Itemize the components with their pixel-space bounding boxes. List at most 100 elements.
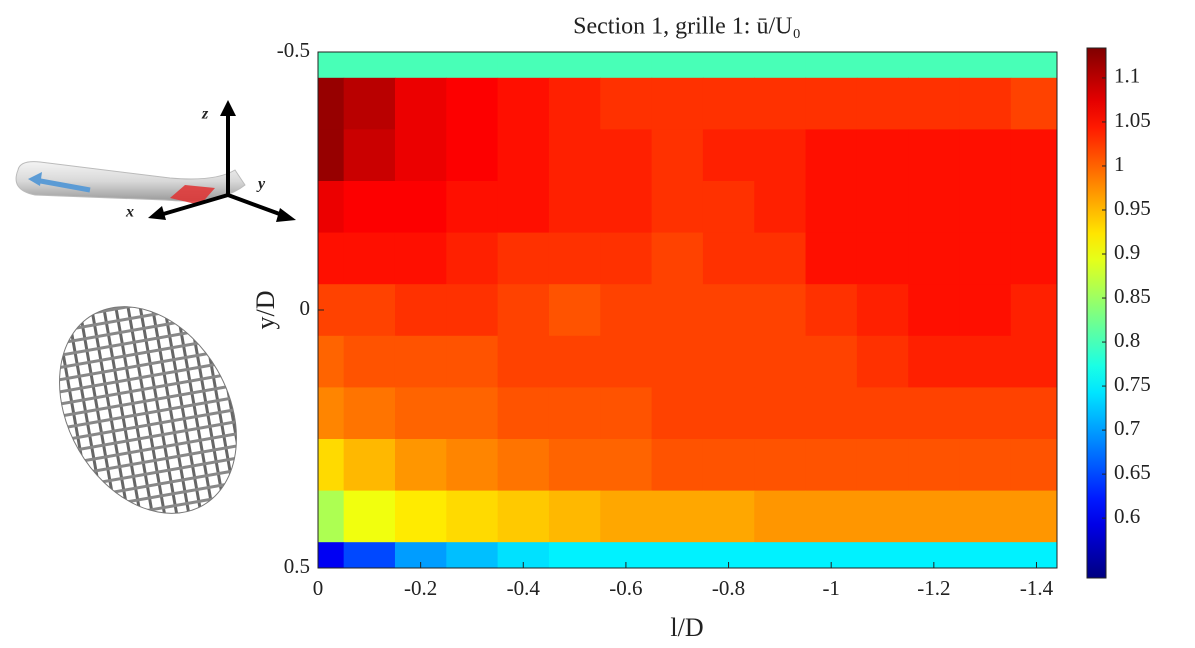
contour-cell (497, 284, 550, 337)
contour-cell (548, 439, 601, 492)
contour-cell (856, 542, 909, 568)
contour-cell (318, 52, 345, 79)
contour-cell (754, 232, 807, 285)
contour-cell (651, 181, 704, 234)
contour-cell (856, 490, 909, 543)
contour-cell (343, 335, 396, 388)
x-tick-label: -0.2 (404, 576, 437, 600)
contour-cell (959, 542, 1012, 568)
contour-cell (856, 387, 909, 440)
contour-cell (600, 439, 653, 492)
contour-cell (394, 439, 447, 492)
contour-cell (1010, 52, 1057, 79)
contour-cell (959, 77, 1012, 130)
contour-cell (754, 335, 807, 388)
x-tick-label: 0 (313, 576, 324, 600)
contour-cell (548, 77, 601, 130)
contour-cell (959, 284, 1012, 337)
contour-cell (702, 439, 755, 492)
contour-cell (959, 335, 1012, 388)
contour-cell (497, 439, 550, 492)
contour-cell (908, 387, 961, 440)
contour-cell (497, 181, 550, 234)
contour-field (318, 52, 1057, 568)
contour-cell (600, 387, 653, 440)
x-axis-label: l/D (670, 613, 703, 642)
contour-cell (702, 387, 755, 440)
contour-cell (908, 284, 961, 337)
contour-cell (394, 129, 447, 182)
x-tick-label: -1.2 (917, 576, 950, 600)
contour-cell (318, 542, 345, 568)
contour-cell (318, 129, 345, 182)
contour-cell (959, 232, 1012, 285)
colorbar-tick-label: 1.05 (1114, 108, 1151, 132)
contour-cell (908, 232, 961, 285)
contour-cell (1010, 387, 1057, 440)
contour-cell (702, 490, 755, 543)
contour-cell (856, 232, 909, 285)
contour-cell (805, 129, 858, 182)
contour-cell (856, 77, 909, 130)
x-tick-label: -0.4 (507, 576, 541, 600)
contour-cell (343, 439, 396, 492)
y-tick-label: 0.5 (284, 554, 310, 578)
contour-cell (702, 335, 755, 388)
contour-cell (394, 284, 447, 337)
contour-cell (318, 181, 345, 234)
contour-cell (548, 542, 601, 568)
contour-cell (856, 129, 909, 182)
contour-cell (497, 52, 550, 79)
contour-cell (1010, 439, 1057, 492)
contour-cell (446, 387, 499, 440)
contour-cell (446, 490, 499, 543)
x-tick-label: -1 (822, 576, 840, 600)
contour-cell (805, 232, 858, 285)
contour-cell (343, 232, 396, 285)
contour-cell (394, 232, 447, 285)
contour-cell (754, 387, 807, 440)
contour-cell (908, 335, 961, 388)
contour-cell (343, 542, 396, 568)
contour-cell (754, 542, 807, 568)
contour-cell (856, 52, 909, 79)
contour-cell (754, 181, 807, 234)
contour-cell (1010, 490, 1057, 543)
contour-cell (497, 129, 550, 182)
contour-cell (446, 232, 499, 285)
contour-cell (856, 181, 909, 234)
contour-cell (959, 52, 1012, 79)
contour-cell (908, 490, 961, 543)
colorbar-tick-label: 0.9 (1114, 240, 1140, 264)
contour-cell (908, 77, 961, 130)
contour-cell (702, 129, 755, 182)
contour-cell (959, 129, 1012, 182)
x-tick-label: -0.8 (712, 576, 745, 600)
contour-cell (651, 77, 704, 130)
contour-cell (497, 490, 550, 543)
contour-cell (1010, 284, 1057, 337)
contour-cell (1010, 181, 1057, 234)
contour-cell (446, 542, 499, 568)
contour-cell (343, 387, 396, 440)
contour-cell (394, 181, 447, 234)
contour-cell (1010, 77, 1057, 130)
contour-cell (754, 284, 807, 337)
contour-cell (805, 490, 858, 543)
contour-cell (318, 335, 345, 388)
contour-cell (548, 335, 601, 388)
contour-cell (805, 335, 858, 388)
contour-cell (446, 284, 499, 337)
contour-cell (600, 284, 653, 337)
contour-cell (548, 129, 601, 182)
contour-cell (1010, 129, 1057, 182)
contour-cell (600, 52, 653, 79)
contour-cell (394, 52, 447, 79)
contour-cell (651, 284, 704, 337)
contour-cell (318, 232, 345, 285)
colorbar-tick-label: 0.8 (1114, 328, 1140, 352)
contour-cell (343, 77, 396, 130)
colorbar-tick-label: 0.95 (1114, 196, 1151, 220)
contour-cell (343, 490, 396, 543)
